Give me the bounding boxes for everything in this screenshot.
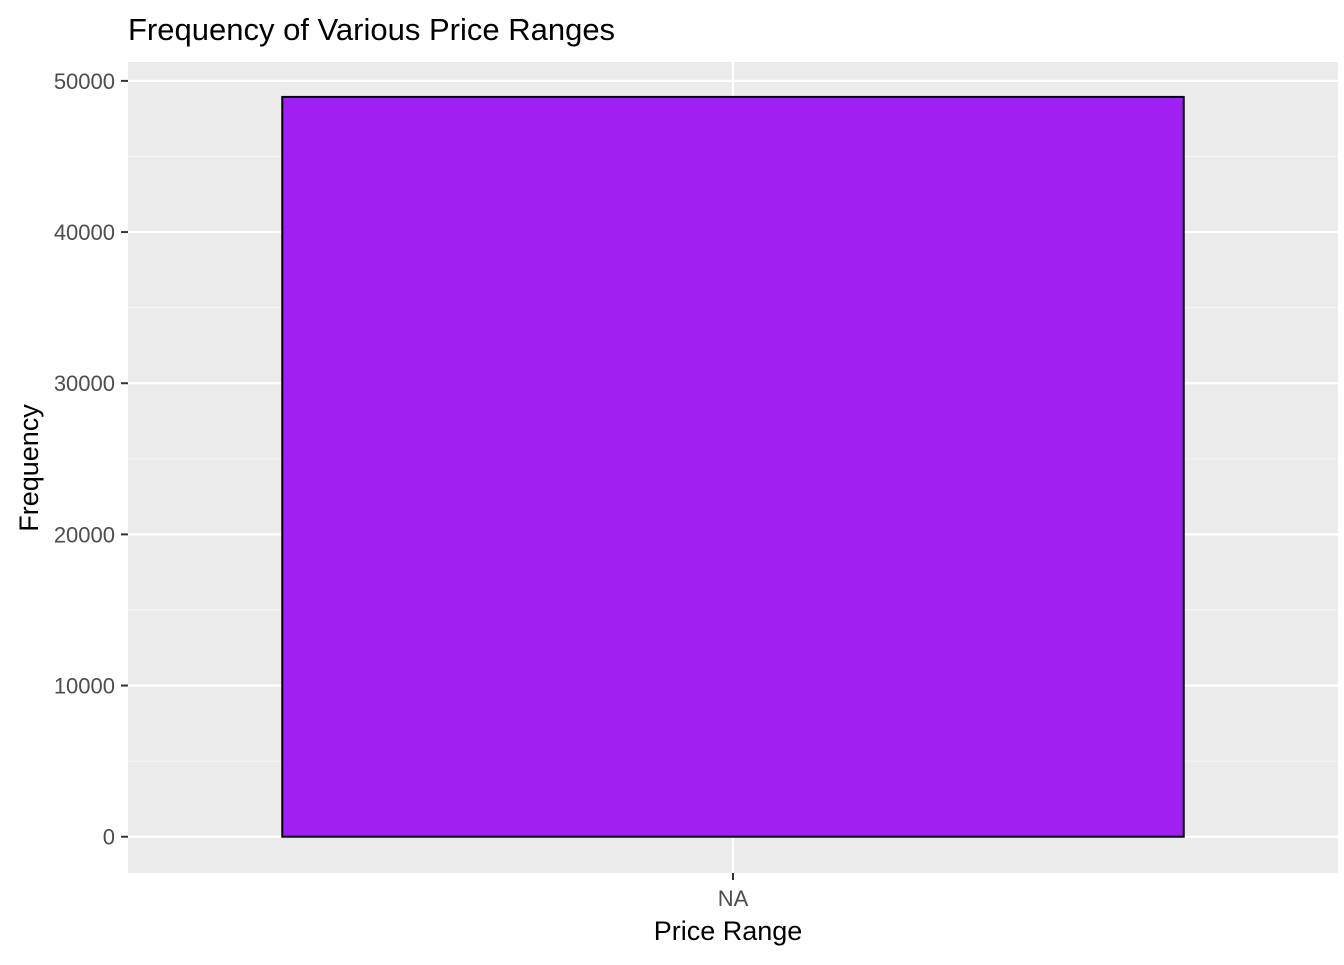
x-tick-label: NA (718, 886, 749, 911)
x-axis-title: Price Range (654, 916, 803, 946)
x-axis: NA (718, 873, 749, 911)
bar (281, 95, 1185, 838)
y-tick-label: 20000 (54, 522, 115, 547)
y-tick-label: 30000 (54, 371, 115, 396)
bar-series (281, 95, 1185, 838)
y-tick-label: 10000 (54, 674, 115, 699)
chart-title: Frequency of Various Price Ranges (128, 12, 615, 47)
y-axis: 0 10000 20000 30000 40000 50000 (54, 69, 128, 850)
y-tick-label: 40000 (54, 220, 115, 245)
y-axis-title: Frequency (14, 404, 44, 532)
y-tick-label: 0 (103, 825, 115, 850)
y-tick-label: 50000 (54, 69, 115, 94)
